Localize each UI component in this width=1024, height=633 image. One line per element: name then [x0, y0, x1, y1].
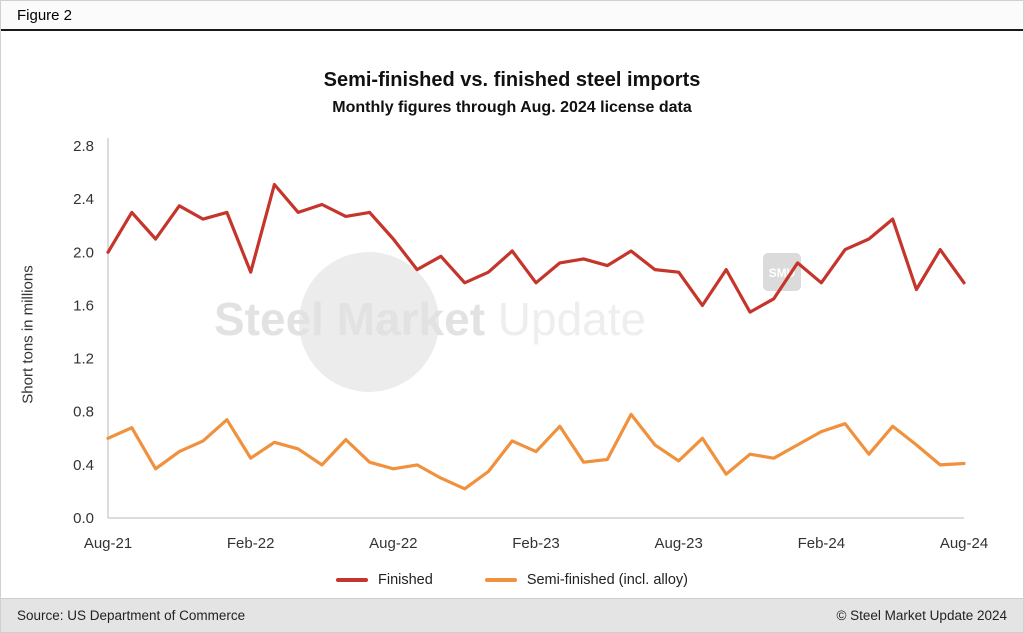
- x-tick-label: Aug-24: [940, 535, 988, 552]
- x-tick-label: Aug-22: [369, 535, 417, 552]
- figure-footer: Source: US Department of Commerce © Stee…: [1, 598, 1023, 632]
- y-tick-label: 0.0: [73, 510, 94, 527]
- legend-label: Semi-finished (incl. alloy): [526, 572, 688, 588]
- series-line-finished: [106, 182, 966, 314]
- legend-swatch: [336, 578, 368, 582]
- y-tick-label: 0.4: [73, 457, 94, 474]
- y-tick-label: 0.8: [73, 404, 94, 421]
- x-tick-label: Feb-22: [227, 535, 275, 552]
- chart-region: Semi-finished vs. finished steel imports…: [1, 31, 1023, 598]
- watermark-logo-box: [763, 253, 801, 291]
- watermark-text: Steel Market Update: [214, 293, 646, 345]
- y-tick-label: 2.4: [73, 191, 94, 208]
- source-text: Source: US Department of Commerce: [17, 608, 246, 623]
- figure-label: Figure 2: [17, 6, 73, 24]
- copyright-text: © Steel Market Update 2024: [836, 608, 1007, 623]
- y-tick-label: 1.2: [73, 351, 94, 368]
- x-tick-label: Aug-21: [84, 535, 132, 552]
- chart-title: Semi-finished vs. finished steel imports: [323, 69, 701, 91]
- legend-label: Finished: [378, 572, 433, 588]
- series-line-semi-finished: [106, 412, 966, 491]
- legend-swatch: [484, 578, 517, 582]
- x-tick-label: Feb-23: [512, 535, 560, 552]
- chart-subtitle: Monthly figures through Aug. 2024 licens…: [332, 99, 692, 116]
- x-tick-label: Aug-23: [654, 535, 702, 552]
- legend: Finished Semi-finished (incl. alloy): [1, 572, 1023, 588]
- legend-item-finished: Finished: [336, 572, 433, 588]
- x-tick-label: Feb-24: [798, 535, 846, 552]
- y-tick-label: 1.6: [73, 297, 94, 314]
- legend-item-semi-finished: Semi-finished (incl. alloy): [484, 572, 688, 588]
- watermark-circle: [299, 252, 439, 392]
- y-tick-label: 2.0: [73, 244, 94, 261]
- figure-header: Figure 2: [1, 1, 1023, 31]
- y-tick-label: 2.8: [73, 138, 94, 155]
